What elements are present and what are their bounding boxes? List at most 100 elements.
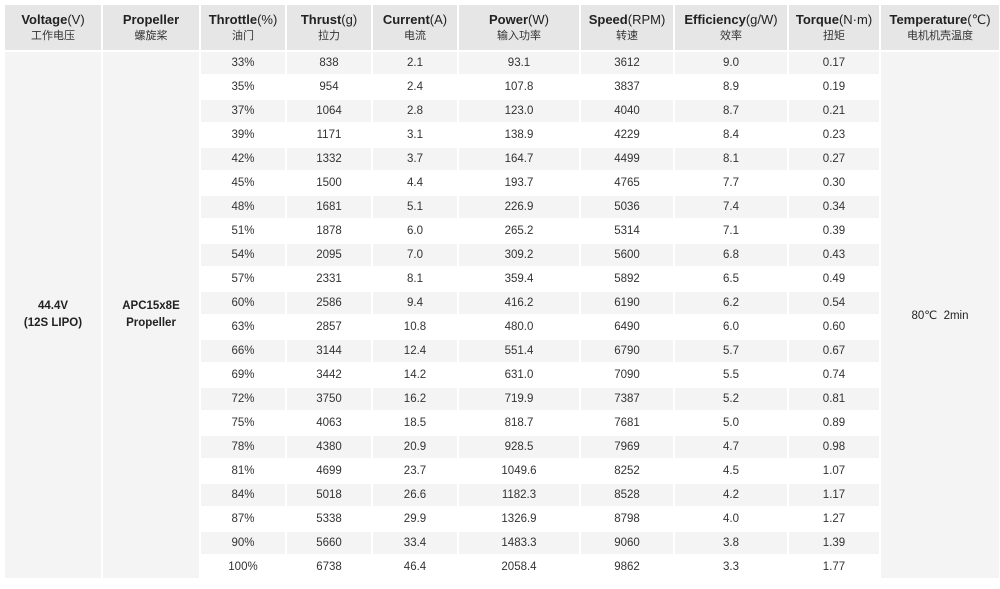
cell-torque: 0.54: [789, 292, 879, 314]
header-efficiency-cn: 效率: [720, 30, 742, 42]
cell-throttle: 60%: [201, 292, 285, 314]
cell-throttle: 69%: [201, 364, 285, 386]
cell-torque: 0.89: [789, 412, 879, 434]
cell-throttle: 63%: [201, 316, 285, 338]
cell-throttle: 78%: [201, 436, 285, 458]
cell-torque: 0.34: [789, 196, 879, 218]
cell-efficiency: 6.8: [675, 244, 787, 266]
cell-torque: 0.30: [789, 172, 879, 194]
cell-thrust: 2586: [287, 292, 371, 314]
voltage-battery: (12S LIPO): [23, 317, 83, 329]
cell-speed: 4229: [581, 124, 673, 146]
table-row: 81% 4699 23.7 1049.6 8252 4.5 1.07: [5, 460, 999, 482]
cell-torque: 1.27: [789, 508, 879, 530]
cell-thrust: 3442: [287, 364, 371, 386]
cell-thrust: 1681: [287, 196, 371, 218]
cell-speed: 3837: [581, 76, 673, 98]
cell-power: 138.9: [459, 124, 579, 146]
header-throttle-label: Throttle(%): [201, 12, 285, 28]
header-propeller-cn: 螺旋桨: [134, 30, 168, 42]
table-row: 51% 1878 6.0 265.2 5314 7.1 0.39: [5, 220, 999, 242]
cell-efficiency: 7.7: [675, 172, 787, 194]
cell-power: 359.4: [459, 268, 579, 290]
cell-current: 3.7: [373, 148, 457, 170]
header-throttle-en: Throttle: [208, 12, 258, 27]
header-power-cn: 输入功率: [497, 30, 541, 42]
cell-power: 193.7: [459, 172, 579, 194]
cell-thrust: 3144: [287, 340, 371, 362]
cell-current: 33.4: [373, 532, 457, 554]
cell-efficiency: 8.1: [675, 148, 787, 170]
cell-throttle: 37%: [201, 100, 285, 122]
cell-power: 551.4: [459, 340, 579, 362]
cell-speed: 4499: [581, 148, 673, 170]
header-torque-cn: 扭矩: [823, 30, 845, 42]
cell-throttle: 33%: [201, 52, 285, 74]
voltage-cell: 44.4V (12S LIPO): [5, 52, 101, 578]
cell-efficiency: 6.5: [675, 268, 787, 290]
table-row: 39% 1171 3.1 138.9 4229 8.4 0.23: [5, 124, 999, 146]
cell-current: 2.8: [373, 100, 457, 122]
motor-test-table: Voltage(V) 工作电压 Propeller 螺旋桨 Throttle(%) 油门 T…: [3, 3, 1000, 580]
cell-efficiency: 8.7: [675, 100, 787, 122]
cell-thrust: 6738: [287, 556, 371, 578]
cell-thrust: 3750: [287, 388, 371, 410]
cell-power: 1049.6: [459, 460, 579, 482]
cell-speed: 7090: [581, 364, 673, 386]
table-row: 48% 1681 5.1 226.9 5036 7.4 0.34: [5, 196, 999, 218]
header-torque-en: Torque: [795, 12, 839, 27]
temperature-cell: 80℃ 2min: [881, 52, 999, 578]
cell-power: 93.1: [459, 52, 579, 74]
cell-speed: 6490: [581, 316, 673, 338]
cell-throttle: 90%: [201, 532, 285, 554]
cell-throttle: 51%: [201, 220, 285, 242]
cell-current: 6.0: [373, 220, 457, 242]
cell-throttle: 54%: [201, 244, 285, 266]
cell-power: 123.0: [459, 100, 579, 122]
cell-throttle: 42%: [201, 148, 285, 170]
cell-speed: 4765: [581, 172, 673, 194]
header-torque: Torque(N·m) 扭矩: [789, 5, 879, 50]
header-thrust-unit: (g): [341, 12, 358, 27]
cell-throttle: 39%: [201, 124, 285, 146]
header-throttle: Throttle(%) 油门: [201, 5, 285, 50]
header-efficiency-en: Efficiency: [684, 12, 746, 27]
cell-thrust: 1500: [287, 172, 371, 194]
header-current-unit: (A): [429, 12, 448, 27]
cell-current: 20.9: [373, 436, 457, 458]
cell-torque: 1.77: [789, 556, 879, 578]
table-body: 44.4V (12S LIPO) APC15x8E Propeller 33% 838 2.…: [5, 52, 999, 578]
table-row: 66% 3144 12.4 551.4 6790 5.7 0.67: [5, 340, 999, 362]
cell-current: 9.4: [373, 292, 457, 314]
header-row: Voltage(V) 工作电压 Propeller 螺旋桨 Throttle(%) 油门 T…: [5, 5, 999, 50]
cell-speed: 6790: [581, 340, 673, 362]
header-propeller-label: Propeller: [103, 12, 199, 28]
cell-power: 818.7: [459, 412, 579, 434]
header-temperature-cn: 电机机壳温度: [907, 30, 973, 42]
cell-throttle: 87%: [201, 508, 285, 530]
cell-throttle: 81%: [201, 460, 285, 482]
cell-thrust: 5660: [287, 532, 371, 554]
header-torque-label: Torque(N·m): [789, 12, 879, 28]
table-row: 69% 3442 14.2 631.0 7090 5.5 0.74: [5, 364, 999, 386]
cell-torque: 0.67: [789, 340, 879, 362]
header-current-label: Current(A): [373, 12, 457, 28]
cell-power: 1182.3: [459, 484, 579, 506]
cell-current: 23.7: [373, 460, 457, 482]
header-temperature-unit: (℃): [967, 12, 991, 27]
cell-speed: 9060: [581, 532, 673, 554]
cell-torque: 0.23: [789, 124, 879, 146]
cell-thrust: 2857: [287, 316, 371, 338]
cell-current: 12.4: [373, 340, 457, 362]
cell-thrust: 838: [287, 52, 371, 74]
cell-efficiency: 8.9: [675, 76, 787, 98]
cell-efficiency: 4.5: [675, 460, 787, 482]
cell-thrust: 954: [287, 76, 371, 98]
cell-speed: 3612: [581, 52, 673, 74]
header-power-unit: (W): [528, 12, 549, 27]
header-voltage-en: Voltage: [21, 12, 68, 27]
cell-efficiency: 6.2: [675, 292, 787, 314]
cell-thrust: 1878: [287, 220, 371, 242]
cell-thrust: 5338: [287, 508, 371, 530]
